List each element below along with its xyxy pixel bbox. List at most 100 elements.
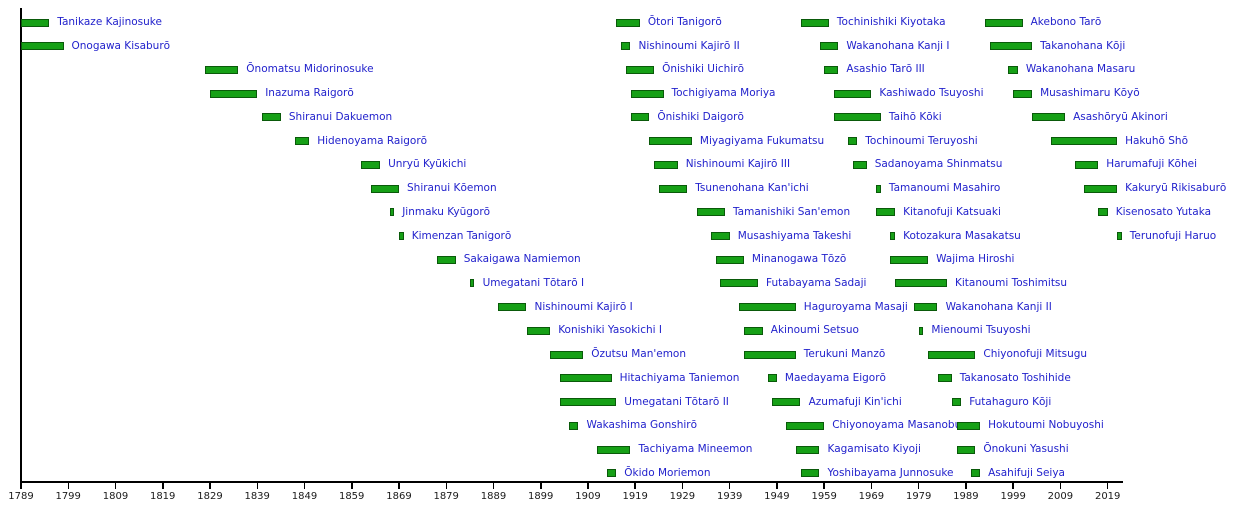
wrestler-label[interactable]: Wajima Hiroshi — [936, 253, 1015, 266]
wrestler-label[interactable]: Ōnokuni Yasushi — [983, 443, 1069, 455]
wrestler-label[interactable]: Wakanohana Kanji I — [846, 39, 950, 52]
wrestler-label[interactable]: Wakanohana Masaru — [1025, 63, 1136, 76]
wrestler-label[interactable]: Tsunenohana Kan'ichi — [695, 182, 809, 194]
wrestler-label[interactable]: Tamanoumi Masahiro — [888, 182, 1001, 194]
wrestler-label[interactable]: Nishinoumi Kajirō II — [638, 39, 740, 52]
wrestler-label[interactable]: Musashiyama Takeshi — [737, 229, 852, 242]
wrestler-label[interactable]: Kitanofuji Katsuaki — [903, 205, 1001, 218]
wrestler-label[interactable]: Ōkido Moriemon — [624, 466, 711, 479]
wrestler-label[interactable]: Tanikaze Kajinosuke — [57, 16, 162, 28]
wrestler-label[interactable]: Nishinoumi Kajirō I — [534, 300, 633, 313]
wrestler-label[interactable]: Azumafuji Kin'ichi — [808, 395, 902, 408]
wrestler-label[interactable]: Hitachiyama Taniemon — [619, 371, 740, 384]
timeline-bar — [819, 42, 839, 51]
x-axis-tick — [1012, 483, 1014, 489]
timeline-bar — [847, 137, 858, 146]
timeline-bar — [1013, 89, 1033, 98]
wrestler-label[interactable]: Takanosato Toshihide — [959, 371, 1071, 384]
wrestler-label[interactable]: Umegatani Tōtarō I — [482, 276, 585, 289]
wrestler-label[interactable]: Hidenoyama Raigorō — [317, 134, 428, 147]
wrestler-label[interactable]: Terunofuji Haruo — [1129, 229, 1217, 242]
timeline-bar — [1074, 160, 1099, 169]
timeline-bar — [597, 445, 631, 454]
wrestler-label[interactable]: Asashio Tarō III — [846, 63, 925, 76]
timeline-bar — [559, 398, 617, 406]
wrestler-label[interactable]: Takanohana Kōji — [1040, 39, 1126, 52]
wrestler-label[interactable]: Futahaguro Kōji — [969, 395, 1052, 408]
x-axis-tick-label: 1819 — [149, 491, 176, 502]
wrestler-label[interactable]: Unryū Kyūkichi — [388, 158, 467, 171]
wrestler-label[interactable]: Shiranui Kōemon — [407, 182, 497, 194]
x-axis-tick — [303, 483, 306, 489]
wrestler-label[interactable]: Kakuryū Rikisaburō — [1125, 182, 1227, 194]
wrestler-label[interactable]: Tochigiyama Moriya — [671, 87, 776, 100]
timeline-bar — [743, 326, 763, 335]
wrestler-label[interactable]: Ōnomatsu Midorinosuke — [246, 63, 374, 76]
wrestler-label[interactable]: Harumafuji Kōhei — [1106, 158, 1198, 171]
timeline-bar — [625, 65, 654, 74]
x-axis-tick-label: 1869 — [386, 491, 412, 502]
wrestler-label[interactable]: Ōtori Tanigorō — [647, 16, 722, 28]
timeline-bar — [569, 421, 579, 430]
wrestler-label[interactable]: Ōnishiki Uichirō — [662, 63, 744, 76]
wrestler-label[interactable]: Tochinishiki Kiyotaka — [836, 16, 946, 28]
wrestler-label[interactable]: Terukuni Manzō — [803, 348, 886, 361]
wrestler-label[interactable]: Kotozakura Masakatsu — [903, 229, 1021, 242]
wrestler-label[interactable]: Chiyonofuji Mitsugu — [983, 348, 1088, 361]
wrestler-label[interactable]: Nishinoumi Kajirō III — [685, 158, 791, 171]
wrestler-label[interactable]: Akebono Tarō — [1030, 16, 1102, 28]
wrestler-label[interactable]: Konishiki Yasokichi I — [558, 324, 662, 337]
timeline-bar — [989, 42, 1032, 51]
wrestler-label[interactable]: Jinmaku Kyūgorō — [402, 205, 491, 218]
timeline-bar — [767, 374, 777, 383]
wrestler-label[interactable]: Maedayama Eigorō — [784, 371, 886, 384]
wrestler-label[interactable]: Asashōryū Akinori — [1073, 110, 1168, 123]
wrestler-label[interactable]: Miyagiyama Fukumatsu — [699, 134, 825, 147]
x-axis-tick-label: 1809 — [102, 491, 129, 502]
wrestler-label[interactable]: Ōzutsu Man'emon — [591, 348, 687, 361]
timeline-bar — [361, 160, 381, 169]
wrestler-label[interactable]: Kitanoumi Toshimitsu — [955, 276, 1068, 289]
wrestler-label[interactable]: Kimenzan Tanigorō — [411, 229, 512, 242]
wrestler-label[interactable]: Tachiyama Mineemon — [638, 443, 753, 455]
x-axis-tick — [634, 483, 636, 489]
wrestler-label[interactable]: Asahifuji Seiya — [988, 466, 1065, 479]
wrestler-label[interactable]: Futabayama Sadaji — [766, 276, 867, 289]
wrestler-label[interactable]: Kisenosato Yutaka — [1115, 205, 1212, 218]
wrestler-label[interactable]: Tochinoumi Teruyoshi — [865, 134, 978, 147]
timeline-bar — [890, 255, 929, 264]
wrestler-label[interactable]: Haguroyama Masaji — [803, 300, 908, 313]
wrestler-label[interactable]: Sadanoyama Shinmatsu — [874, 158, 1003, 171]
timeline-bar — [800, 18, 829, 27]
wrestler-label[interactable]: Musashimaru Kōyō — [1040, 87, 1140, 100]
x-axis-tick — [776, 483, 778, 489]
timeline-bar — [743, 350, 796, 359]
wrestler-label[interactable]: Taihō Kōki — [888, 110, 942, 123]
wrestler-label[interactable]: Inazuma Raigorō — [265, 87, 354, 100]
wrestler-label[interactable]: Chiyonoyama Masanobu — [832, 419, 962, 432]
x-axis-tick — [67, 483, 69, 489]
wrestler-label[interactable]: Hakuhō Shō — [1125, 134, 1188, 147]
wrestler-label[interactable]: Mienoumi Tsuyoshi — [931, 324, 1031, 337]
wrestler-label[interactable]: Wakanohana Kanji II — [945, 300, 1052, 313]
wrestler-label[interactable]: Shiranui Dakuemon — [288, 110, 393, 123]
timeline-bar — [772, 398, 801, 406]
timeline-bar — [918, 326, 924, 335]
timeline-bar — [469, 279, 475, 288]
wrestler-label[interactable]: Wakashima Gonshirō — [586, 419, 698, 432]
x-axis-tick-label: 1789 — [8, 491, 34, 502]
x-axis-tick — [917, 483, 920, 489]
wrestler-label[interactable]: Umegatani Tōtarō II — [624, 395, 729, 408]
timeline-bar — [1051, 137, 1118, 146]
wrestler-label[interactable]: Ōnishiki Daigorō — [657, 110, 744, 123]
wrestler-label[interactable]: Hokutoumi Nobuyoshi — [988, 419, 1104, 432]
wrestler-label[interactable]: Yoshibayama Junnosuke — [827, 466, 954, 479]
wrestler-label[interactable]: Kashiwado Tsuyoshi — [879, 87, 984, 100]
wrestler-label[interactable]: Kagamisato Kiyoji — [827, 443, 921, 455]
wrestler-label[interactable]: Akinoumi Setsuo — [770, 324, 859, 337]
wrestler-label[interactable]: Minanogawa Tōzō — [751, 253, 847, 266]
wrestler-label[interactable]: Tamanishiki San'emon — [733, 205, 851, 218]
wrestler-label[interactable]: Sakaigawa Namiemon — [463, 253, 581, 266]
wrestler-label[interactable]: Onogawa Kisaburō — [71, 39, 171, 52]
